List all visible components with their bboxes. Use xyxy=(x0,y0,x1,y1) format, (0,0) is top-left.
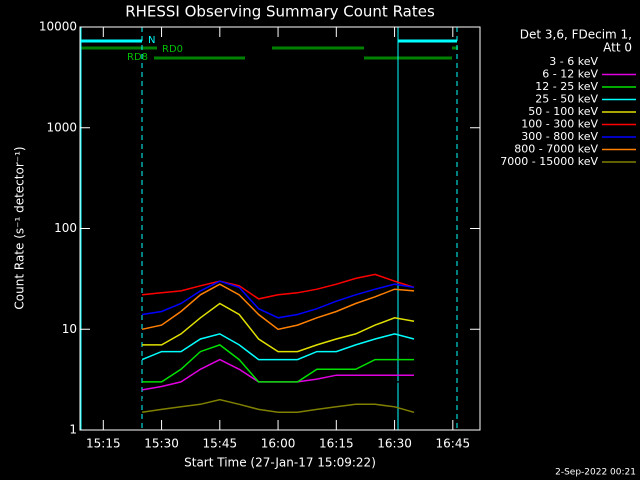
y-tick-label: 10 xyxy=(62,322,77,336)
x-tick-label: 15:15 xyxy=(86,437,121,451)
series-line xyxy=(141,333,415,361)
series-line xyxy=(141,398,415,414)
series-line xyxy=(142,273,415,300)
legend-title: Det 3,6, FDecim 1, xyxy=(520,28,632,42)
legend-label: 3 - 6 keV xyxy=(549,55,598,68)
y-tick-label: 1000 xyxy=(46,120,77,134)
legend-label: 25 - 50 keV xyxy=(535,93,598,106)
legend-label: 7000 - 15000 keV xyxy=(500,155,598,168)
y-tick-label: 1 xyxy=(69,423,77,437)
annotation: RD8 xyxy=(127,52,148,63)
footer: 2-Sep-2022 00:21 xyxy=(555,468,636,478)
x-tick-label: 15:45 xyxy=(203,437,238,451)
plot-frame xyxy=(79,26,481,431)
y-axis-label: Count Rate (s⁻¹ detector⁻¹) xyxy=(13,146,27,309)
legend-label: 12 - 25 keV xyxy=(535,80,598,93)
legend-label: 50 - 100 keV xyxy=(528,105,598,118)
y-tick-label: 100 xyxy=(54,221,77,235)
legend-label: 800 - 7000 keV xyxy=(514,143,598,156)
status-bars xyxy=(80,27,458,430)
annotation: N xyxy=(148,35,155,46)
series-line xyxy=(141,280,415,319)
x-tick-label: 16:15 xyxy=(319,437,354,451)
legend-label: 100 - 300 keV xyxy=(521,118,598,131)
y-tick-label: 10000 xyxy=(39,20,77,34)
series-line xyxy=(142,302,415,353)
series-line xyxy=(142,337,414,401)
x-tick-label: 15:30 xyxy=(144,437,179,451)
series-line xyxy=(141,283,415,331)
x-axis-label: Start Time (27-Jan-17 15:09:22) xyxy=(184,456,376,470)
chart-title: RHESSI Observing Summary Count Rates xyxy=(125,3,435,21)
x-tick-label: 16:30 xyxy=(377,437,412,451)
x-tick-label: 16:00 xyxy=(261,437,296,451)
legend-title: Att 0 xyxy=(603,41,632,55)
x-tick-label: 16:45 xyxy=(436,437,471,451)
legend-label: 6 - 12 keV xyxy=(542,68,598,81)
legend-label: 300 - 800 keV xyxy=(521,130,598,143)
series-line xyxy=(141,358,414,391)
series-line xyxy=(142,344,414,383)
annotation: RD0 xyxy=(162,44,183,55)
